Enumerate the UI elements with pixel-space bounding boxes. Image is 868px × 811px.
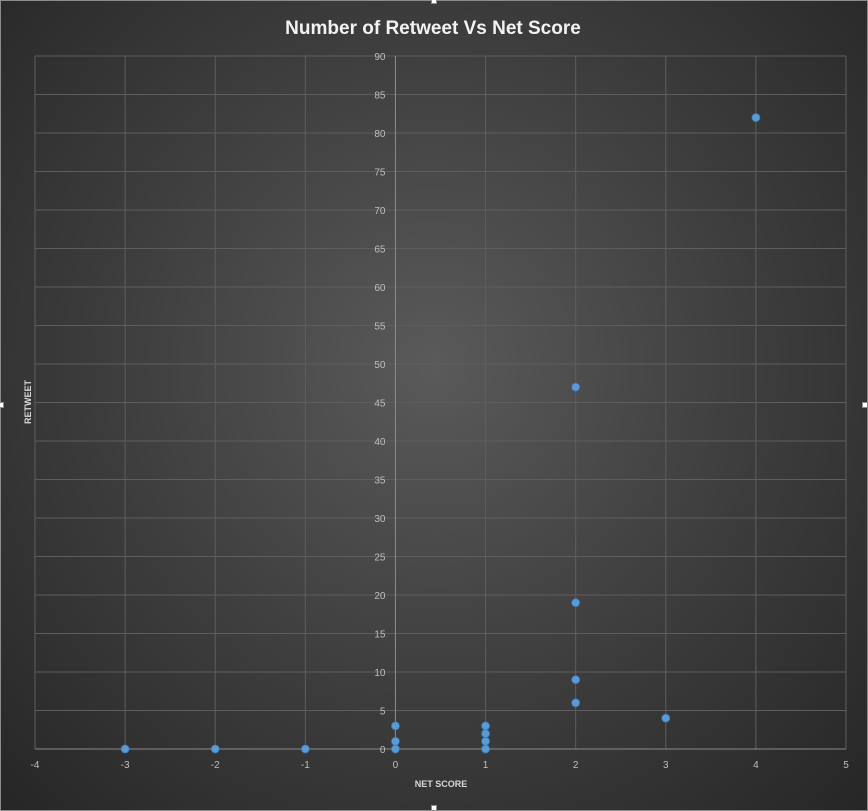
x-tick-label: -3 bbox=[121, 760, 130, 771]
gridlines bbox=[34, 55, 847, 750]
data-point bbox=[751, 113, 761, 122]
resize-handle-left[interactable] bbox=[0, 402, 4, 408]
x-tick-label: 5 bbox=[843, 760, 849, 771]
y-tick-labels: 0 5 10 15 20 25 30 35 40 45 50 55 60 65 70 75 80 85 90 bbox=[374, 52, 386, 756]
y-tick-label: 60 bbox=[374, 283, 386, 294]
data-point bbox=[481, 721, 490, 731]
data-point bbox=[391, 721, 400, 731]
y-tick-label: 35 bbox=[374, 476, 386, 487]
x-tick-labels: -4 -3 -2 -1 0 1 2 3 4 5 bbox=[31, 760, 850, 771]
resize-handle-top[interactable] bbox=[431, 0, 437, 4]
data-points bbox=[120, 113, 761, 754]
data-point bbox=[481, 744, 490, 754]
y-tick-label: 55 bbox=[374, 322, 386, 333]
data-point bbox=[571, 675, 581, 685]
data-point bbox=[571, 598, 581, 608]
x-tick-label: -2 bbox=[211, 760, 220, 771]
y-tick-label: 75 bbox=[374, 168, 386, 179]
data-point bbox=[391, 736, 400, 746]
y-tick-label: 85 bbox=[374, 91, 386, 102]
y-tick-label: 5 bbox=[380, 707, 386, 718]
data-point bbox=[481, 736, 490, 746]
y-tick-label: 30 bbox=[374, 514, 386, 525]
x-tick-label: 3 bbox=[663, 760, 669, 771]
y-tick-label: 0 bbox=[380, 745, 386, 756]
x-tick-label: -1 bbox=[301, 760, 310, 771]
axes bbox=[35, 56, 846, 750]
x-tick-label: -4 bbox=[31, 760, 40, 771]
y-axis-title: RETWEET bbox=[23, 379, 33, 424]
y-tick-label: 90 bbox=[374, 52, 386, 63]
data-point bbox=[481, 729, 490, 738]
data-point bbox=[571, 382, 581, 392]
chart-title: Number of Retweet Vs Net Score bbox=[285, 18, 581, 39]
x-tick-label: 0 bbox=[393, 760, 399, 771]
x-axis-title: NET SCORE bbox=[415, 779, 468, 789]
y-tick-label: 65 bbox=[374, 245, 386, 256]
y-tick-label: 20 bbox=[374, 591, 386, 602]
y-tick-label: 80 bbox=[374, 129, 386, 140]
y-tick-label: 10 bbox=[374, 668, 386, 679]
data-point bbox=[571, 698, 581, 708]
y-tick-label: 70 bbox=[374, 206, 386, 217]
data-point bbox=[661, 713, 671, 723]
y-tick-label: 50 bbox=[374, 360, 386, 371]
y-tick-label: 45 bbox=[374, 399, 386, 410]
x-tick-label: 1 bbox=[483, 760, 489, 771]
y-tick-label: 40 bbox=[374, 437, 386, 448]
x-tick-label: 2 bbox=[573, 760, 579, 771]
data-point bbox=[391, 744, 400, 754]
y-tick-label: 25 bbox=[374, 553, 386, 564]
data-point bbox=[300, 744, 310, 754]
y-tick-label: 15 bbox=[374, 630, 386, 641]
data-point bbox=[120, 744, 130, 754]
x-tick-label: 4 bbox=[753, 760, 759, 771]
data-point bbox=[210, 744, 220, 754]
